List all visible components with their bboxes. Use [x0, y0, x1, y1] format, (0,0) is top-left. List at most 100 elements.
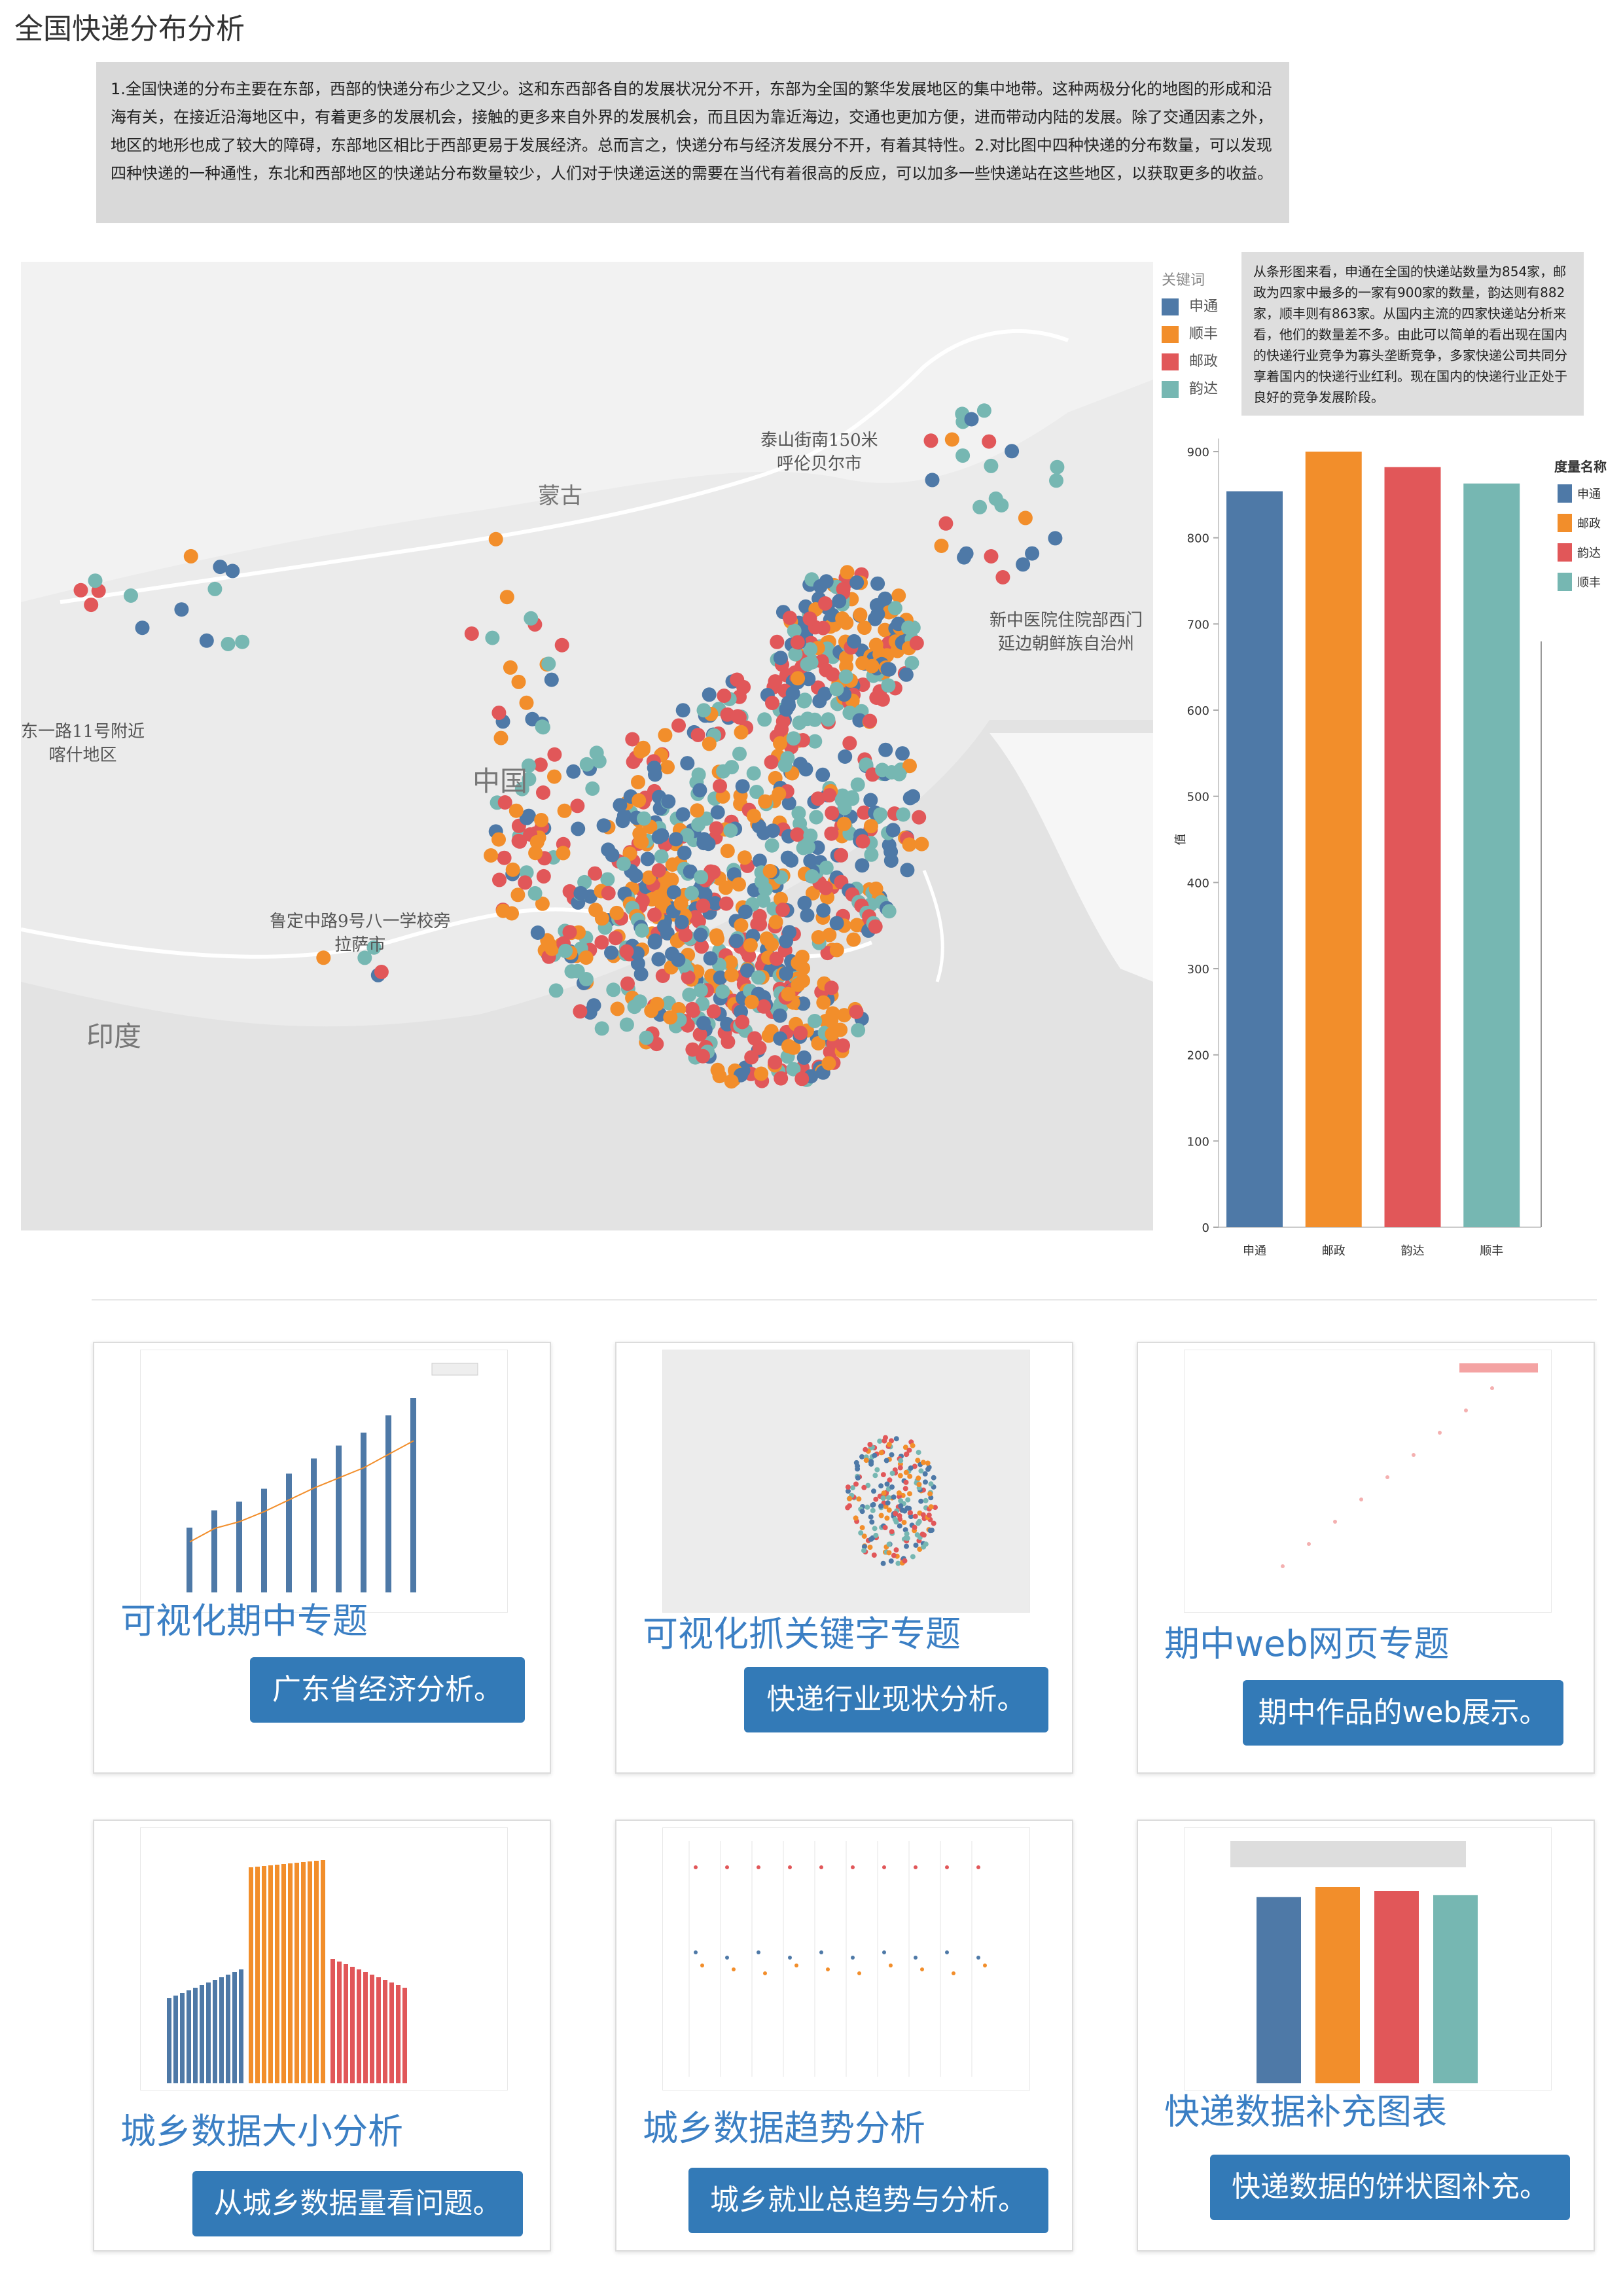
card-button[interactable]: 快递数据的饼状图补充。 — [1210, 2155, 1570, 2220]
map-point — [84, 598, 99, 613]
map-point — [925, 473, 940, 488]
chart-legend-swatch — [1558, 484, 1572, 503]
card-urban-rural-trend[interactable]: 城乡数据趋势分析 城乡就业总趋势与分析。 — [615, 1820, 1073, 2251]
card-title[interactable]: 期中web网页专题 — [1164, 1623, 1450, 1664]
card-midterm-web[interactable]: 期中web网页专题 期中作品的web展示。 — [1137, 1342, 1595, 1774]
card-button[interactable]: 广东省经济分析。 — [250, 1657, 525, 1723]
map-point — [757, 999, 771, 1014]
map-point — [972, 499, 988, 514]
map-point — [558, 943, 573, 958]
card-title[interactable]: 城乡数据大小分析 — [120, 2111, 403, 2152]
map-legend-item[interactable]: 韵达 — [1162, 377, 1218, 398]
map-point — [878, 742, 893, 757]
legend-swatch — [1162, 326, 1179, 343]
map-point — [855, 858, 870, 873]
map-point — [719, 880, 733, 895]
card-keyword-visualization[interactable]: 可视化抓关键字专题 快递行业现状分析。 — [615, 1342, 1073, 1774]
card-urban-rural-size[interactable]: 城乡数据大小分析 从城乡数据量看问题。 — [93, 1820, 551, 2251]
map-point — [849, 575, 865, 590]
card-thumbnail[interactable] — [140, 1827, 508, 2090]
map-point — [366, 940, 382, 955]
card-title[interactable]: 可视化抓关键字专题 — [643, 1613, 961, 1655]
map-point — [685, 1001, 700, 1016]
map-island — [922, 870, 944, 982]
map-point — [855, 834, 870, 849]
card-midterm-visualization[interactable]: 可视化期中专题 广东省经济分析。 — [93, 1342, 551, 1774]
map-point — [710, 805, 725, 820]
map-point — [768, 1055, 783, 1070]
country-label-china: 中国 — [473, 765, 528, 797]
map-point — [957, 550, 972, 565]
chart-legend-swatch — [1558, 514, 1572, 532]
map-point — [887, 601, 902, 616]
map-point — [634, 834, 649, 850]
map-point — [846, 932, 861, 947]
card-thumbnail[interactable] — [662, 1350, 1030, 1613]
card-button[interactable]: 期中作品的web展示。 — [1243, 1680, 1563, 1746]
card-button[interactable]: 快递行业现状分析。 — [744, 1667, 1048, 1732]
map-point — [786, 1062, 801, 1077]
card-button[interactable]: 城乡就业总趋势与分析。 — [688, 2168, 1048, 2233]
card-courier-supplement[interactable]: 快递数据补充图表 快递数据的饼状图补充。 — [1137, 1820, 1595, 2251]
map-point — [521, 758, 536, 773]
map-point — [857, 805, 872, 820]
map-point — [1018, 511, 1033, 526]
map-point — [651, 952, 666, 967]
map-legend-item[interactable]: 申通 — [1162, 295, 1218, 315]
map-point — [864, 847, 879, 862]
map-point — [547, 769, 562, 784]
map-point — [824, 826, 839, 841]
map-point — [795, 950, 810, 964]
card-button[interactable]: 从城乡数据量看问题。 — [192, 2171, 523, 2236]
map-point — [869, 691, 884, 705]
map-canvas[interactable] — [21, 262, 1153, 1230]
map-point — [1050, 459, 1065, 475]
map-point — [619, 944, 634, 959]
map-point — [651, 889, 666, 905]
bar-韵达[interactable] — [1384, 467, 1441, 1228]
card-title[interactable]: 快递数据补充图表 — [1164, 2091, 1447, 2132]
bar-邮政[interactable] — [1305, 452, 1362, 1227]
page-title: 全国快递分布分析 — [14, 12, 245, 46]
map-point — [724, 967, 739, 982]
map-point — [525, 711, 540, 726]
map-point — [788, 647, 803, 662]
map-point — [802, 611, 817, 626]
map-point — [901, 620, 916, 636]
map-point — [794, 1071, 810, 1086]
map-point — [678, 927, 693, 942]
map-legend-item[interactable]: 顺丰 — [1162, 322, 1218, 343]
bar-顺丰[interactable] — [1463, 483, 1520, 1227]
map-point — [530, 925, 545, 940]
card-title[interactable]: 城乡数据趋势分析 — [643, 2108, 925, 2149]
card-thumbnail[interactable] — [1184, 1350, 1552, 1613]
map-point — [505, 862, 520, 877]
map-point — [782, 611, 797, 625]
map-point — [752, 853, 767, 869]
card-thumbnail[interactable] — [662, 1827, 1030, 2090]
map-point — [732, 746, 747, 761]
map-point — [635, 893, 650, 908]
map-point — [673, 896, 688, 911]
map-point — [836, 582, 851, 597]
map-point — [738, 905, 753, 920]
map-point — [723, 823, 738, 838]
card-thumbnail[interactable] — [1184, 1827, 1552, 2090]
map-point — [762, 863, 777, 878]
map-point — [842, 706, 857, 721]
courier-distribution-map[interactable]: 蒙古 中国 印度 泰山街南150米 呼伦贝尔市 新中医院住院部西门 延边朝鲜族自… — [21, 262, 1153, 1230]
card-thumbnail[interactable] — [140, 1350, 508, 1613]
map-point — [519, 810, 534, 825]
map-point — [772, 1008, 787, 1023]
card-title[interactable]: 可视化期中专题 — [120, 1600, 368, 1641]
bar-申通[interactable] — [1226, 491, 1283, 1227]
map-point — [174, 602, 189, 617]
map-point — [881, 678, 896, 693]
map-point — [896, 807, 911, 822]
map-point — [696, 898, 711, 913]
map-point — [541, 656, 556, 672]
map-point — [729, 933, 744, 948]
map-legend-item[interactable]: 邮政 — [1162, 350, 1218, 370]
map-point — [493, 730, 508, 745]
